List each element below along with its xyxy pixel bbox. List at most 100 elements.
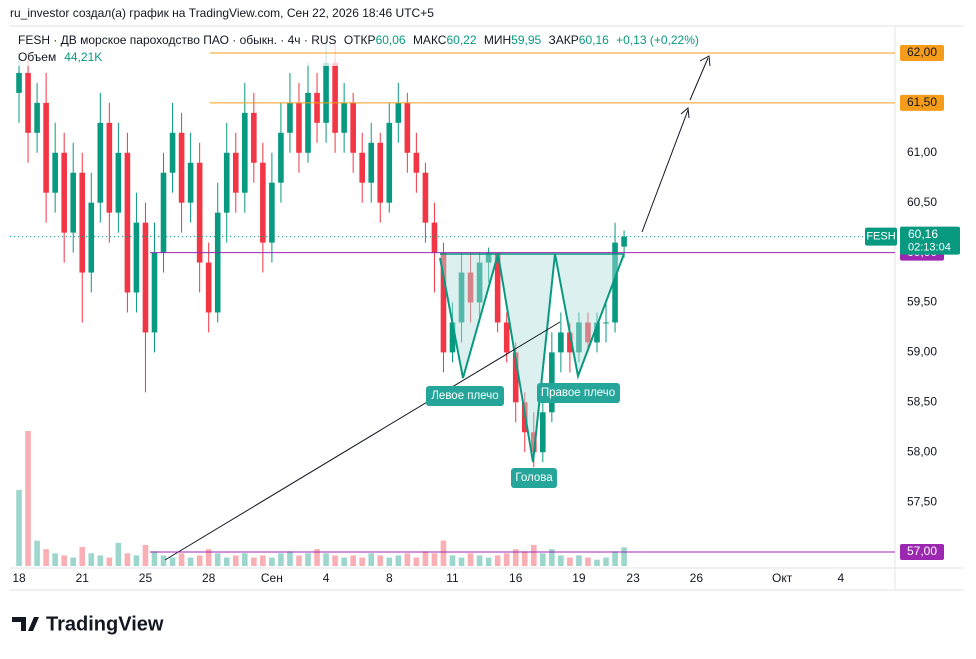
candle-body xyxy=(251,112,257,163)
candle-body xyxy=(287,102,293,133)
volume-bar xyxy=(368,553,375,566)
volume-bar xyxy=(124,553,131,566)
y-tick-label: 60,50 xyxy=(907,195,937,209)
candle-body xyxy=(79,172,86,273)
candle-body xyxy=(124,152,131,293)
volume-bar xyxy=(160,555,167,566)
candle-body xyxy=(142,222,149,333)
candle-body xyxy=(160,172,167,253)
volume-bar xyxy=(332,555,338,566)
legend-value: 60,16 xyxy=(579,33,609,47)
candle-body xyxy=(260,162,266,243)
volume-bar xyxy=(386,557,393,566)
volume-bar xyxy=(88,553,95,566)
candle-body xyxy=(296,102,302,153)
candle-body xyxy=(232,152,239,193)
candle-body xyxy=(386,122,393,203)
level-label: 62,00 xyxy=(907,45,937,59)
volume-bar xyxy=(359,557,365,566)
volume-bar xyxy=(485,557,492,566)
volume-layer xyxy=(16,431,627,566)
volume-bar xyxy=(521,551,528,566)
candle-body xyxy=(178,132,185,203)
arrow-line xyxy=(689,57,709,101)
y-tick-label: 59,50 xyxy=(907,295,937,309)
volume-bar xyxy=(422,551,429,566)
candle-body xyxy=(323,62,329,123)
candle-body xyxy=(377,142,384,203)
volume-bar xyxy=(169,557,176,566)
symbol-box xyxy=(865,227,897,246)
candle-body xyxy=(88,202,95,273)
volume-bar xyxy=(503,553,510,566)
volume-bar xyxy=(223,557,230,566)
candle-body xyxy=(43,102,49,193)
candle-body xyxy=(214,212,221,313)
x-tick-label: 16 xyxy=(509,571,523,585)
annotation: Правое плечо xyxy=(541,387,615,399)
volume-bar xyxy=(404,553,411,566)
volume-bar xyxy=(377,555,384,566)
volume-bar xyxy=(413,557,420,566)
candle-body xyxy=(106,122,113,213)
volume-bar xyxy=(43,549,49,566)
volume-bar xyxy=(178,553,185,566)
candle-body xyxy=(269,182,275,243)
volume-bar xyxy=(296,555,302,566)
candle-body xyxy=(422,172,429,223)
x-tick-label: Окт xyxy=(772,571,793,585)
volume-bar xyxy=(269,557,275,566)
volume-bar xyxy=(431,553,438,566)
candle-body xyxy=(169,132,176,173)
logo: TradingView xyxy=(12,613,164,635)
candle-body xyxy=(61,152,67,233)
candle-body xyxy=(549,352,555,413)
legend-label: МАКС xyxy=(413,33,447,47)
candle-body xyxy=(115,152,122,213)
candle-body xyxy=(413,152,420,173)
candle-body xyxy=(305,92,311,153)
legend-value: 44,21K xyxy=(64,50,102,64)
last-price-box xyxy=(900,226,960,255)
candle-body xyxy=(241,112,248,193)
x-tick-label: 21 xyxy=(76,571,90,585)
volume-bar xyxy=(241,553,248,566)
volume-bar xyxy=(287,551,293,566)
volume-bar xyxy=(567,557,573,566)
volume-bar xyxy=(350,555,356,566)
candle-body xyxy=(603,322,609,324)
annotation-box xyxy=(511,468,557,488)
volume-bar xyxy=(594,559,600,566)
x-tick-label: 4 xyxy=(323,571,330,585)
candle-body xyxy=(133,222,140,293)
volume-bar xyxy=(576,555,582,566)
candle-body xyxy=(34,102,40,133)
volume-bar xyxy=(323,553,329,566)
candle-body xyxy=(314,92,320,123)
candle-body xyxy=(395,102,402,123)
volume-bar xyxy=(512,549,519,566)
candle-body xyxy=(431,222,438,253)
countdown-label: 02:13:04 xyxy=(908,242,951,254)
legend-value: 59,95 xyxy=(511,33,541,47)
logo-text: TradingView xyxy=(46,613,164,635)
legend-volume: Объем 44,21K xyxy=(18,50,102,64)
x-tick-label: 23 xyxy=(626,571,640,585)
x-tick-label: Сен xyxy=(261,571,283,585)
price-layer xyxy=(16,42,627,468)
volume-bar xyxy=(278,553,284,566)
pattern-fill xyxy=(440,254,624,462)
y-tick-label: 58,00 xyxy=(907,444,937,458)
x-tick-label: 8 xyxy=(386,571,393,585)
level-label: 57,00 xyxy=(907,544,937,558)
legend-value: 60,06 xyxy=(376,33,406,47)
candle-body xyxy=(558,332,564,353)
annotation-box xyxy=(537,383,620,403)
legend-bg xyxy=(12,32,672,66)
trend-line xyxy=(164,321,561,561)
level-label-box xyxy=(900,94,944,111)
pattern-line xyxy=(439,253,625,463)
volume-bar xyxy=(530,544,537,566)
candle-body xyxy=(187,162,194,203)
